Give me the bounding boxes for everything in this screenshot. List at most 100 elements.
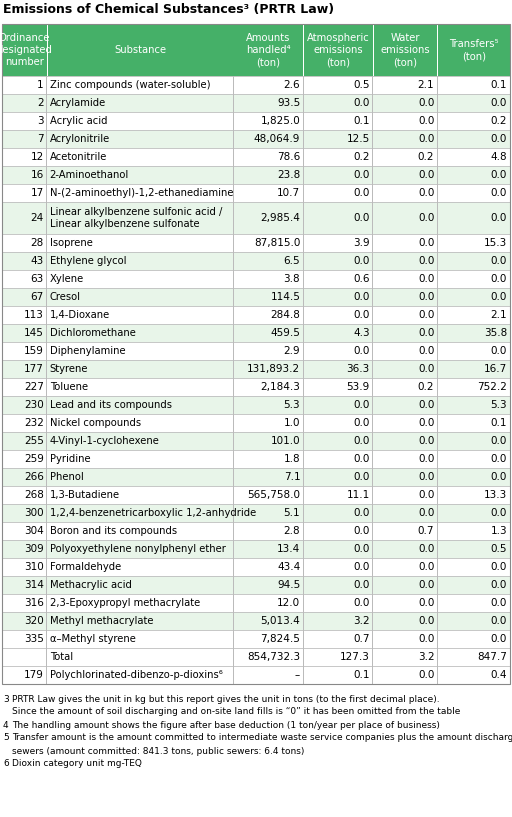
Text: Boron and its compounds: Boron and its compounds — [50, 526, 177, 536]
Bar — [303, 130, 304, 148]
Bar — [2, 648, 510, 666]
Text: Xylene: Xylene — [50, 274, 84, 284]
Bar — [437, 468, 438, 486]
Text: 13.3: 13.3 — [484, 490, 507, 500]
Text: –: – — [295, 670, 300, 680]
Bar — [46, 252, 47, 270]
Bar — [303, 666, 304, 684]
Bar — [372, 378, 373, 396]
Bar — [233, 342, 234, 360]
Text: 0.0: 0.0 — [418, 472, 434, 482]
Bar — [46, 504, 47, 522]
Text: Amounts
handled⁴
(ton): Amounts handled⁴ (ton) — [246, 33, 291, 67]
Text: 0.7: 0.7 — [418, 526, 434, 536]
Text: 2.1: 2.1 — [490, 310, 507, 320]
Text: 0.0: 0.0 — [490, 292, 507, 302]
Bar — [2, 24, 510, 76]
Text: 1,4-Dioxane: 1,4-Dioxane — [50, 310, 110, 320]
Text: Dioxin category unit mg-TEQ: Dioxin category unit mg-TEQ — [12, 760, 142, 769]
Bar — [372, 594, 373, 612]
Bar — [372, 76, 373, 94]
Text: 1.3: 1.3 — [490, 526, 507, 536]
Bar — [2, 288, 510, 306]
Bar — [2, 666, 510, 684]
Bar — [437, 522, 438, 540]
Bar — [2, 202, 510, 234]
Text: 2,184.3: 2,184.3 — [261, 382, 300, 392]
Bar — [372, 630, 373, 648]
Bar — [233, 148, 234, 166]
Text: 17: 17 — [30, 188, 44, 198]
Bar — [437, 558, 438, 576]
Bar — [233, 94, 234, 112]
Bar — [303, 522, 304, 540]
Text: 0.0: 0.0 — [418, 580, 434, 590]
Text: 0.0: 0.0 — [490, 472, 507, 482]
Text: 266: 266 — [24, 472, 44, 482]
Bar — [303, 540, 304, 558]
Bar — [372, 270, 373, 288]
Text: 0.0: 0.0 — [418, 454, 434, 464]
Bar — [46, 396, 47, 414]
Text: 300: 300 — [24, 508, 44, 518]
Bar — [303, 112, 304, 130]
Text: Substance: Substance — [114, 45, 166, 55]
Bar — [233, 594, 234, 612]
Bar — [373, 24, 374, 76]
Bar — [46, 234, 47, 252]
Text: 565,758.0: 565,758.0 — [247, 490, 300, 500]
Bar — [46, 324, 47, 342]
Bar — [372, 576, 373, 594]
Text: 93.5: 93.5 — [277, 98, 300, 108]
Bar — [372, 306, 373, 324]
Text: 259: 259 — [24, 454, 44, 464]
Text: Ethylene glycol: Ethylene glycol — [50, 256, 126, 266]
Bar — [46, 576, 47, 594]
Text: 3: 3 — [3, 694, 9, 703]
Bar — [437, 594, 438, 612]
Bar — [303, 468, 304, 486]
Text: 0.1: 0.1 — [490, 418, 507, 428]
Text: 12.5: 12.5 — [347, 134, 370, 144]
Text: 0.0: 0.0 — [418, 170, 434, 180]
Bar — [303, 24, 304, 76]
Text: 0.0: 0.0 — [418, 134, 434, 144]
Text: Emissions of Chemical Substances³ (PRTR Law): Emissions of Chemical Substances³ (PRTR … — [3, 3, 334, 16]
Text: Ordinance
designated
number: Ordinance designated number — [0, 33, 52, 67]
Bar — [372, 432, 373, 450]
Bar — [303, 612, 304, 630]
Bar — [233, 288, 234, 306]
Text: 0.0: 0.0 — [418, 188, 434, 198]
Bar — [46, 486, 47, 504]
Text: 13.4: 13.4 — [277, 544, 300, 554]
Bar — [372, 288, 373, 306]
Bar — [2, 450, 510, 468]
Text: 43.4: 43.4 — [277, 562, 300, 572]
Bar — [2, 576, 510, 594]
Text: 6.5: 6.5 — [284, 256, 300, 266]
Text: 2,985.4: 2,985.4 — [261, 213, 300, 223]
Text: Linear alkylbenzene sulfonic acid /
Linear alkylbenzene sulfonate: Linear alkylbenzene sulfonic acid / Line… — [50, 207, 222, 230]
Text: 0.0: 0.0 — [418, 274, 434, 284]
Bar — [303, 558, 304, 576]
Text: 7: 7 — [37, 134, 44, 144]
Text: 1,3-Butadiene: 1,3-Butadiene — [50, 490, 120, 500]
Text: 0.2: 0.2 — [353, 152, 370, 162]
Text: 23.8: 23.8 — [277, 170, 300, 180]
Text: 0.0: 0.0 — [418, 292, 434, 302]
Bar — [437, 288, 438, 306]
Text: Acrylic acid: Acrylic acid — [50, 116, 107, 126]
Text: 0.0: 0.0 — [418, 418, 434, 428]
Bar — [303, 360, 304, 378]
Text: Polychlorinated-dibenzo-p-dioxins⁶: Polychlorinated-dibenzo-p-dioxins⁶ — [50, 670, 222, 680]
Text: Phenol: Phenol — [50, 472, 83, 482]
Text: 1,825.0: 1,825.0 — [261, 116, 300, 126]
Bar — [233, 666, 234, 684]
Bar — [437, 648, 438, 666]
Text: 1.0: 1.0 — [284, 418, 300, 428]
Bar — [46, 414, 47, 432]
Bar — [2, 468, 510, 486]
Text: 63: 63 — [30, 274, 44, 284]
Bar — [303, 324, 304, 342]
Text: 847.7: 847.7 — [477, 652, 507, 662]
